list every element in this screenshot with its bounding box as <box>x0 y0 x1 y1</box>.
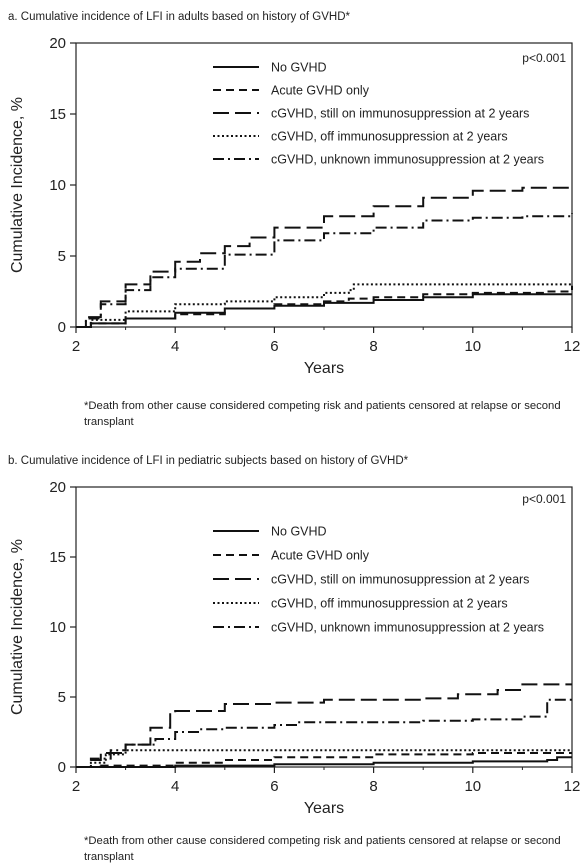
chart-b-y-tick-label: 0 <box>58 759 66 776</box>
chart-b: 2 4 6 8 10 12 0 5 10 15 20 Years Cumulative Incidenc… <box>9 479 581 817</box>
chart-b-legend-label: cGVHD, off immunosuppression at 2 years <box>271 597 508 611</box>
chart-a-legend-label: cGVHD, off immunosuppression at 2 years <box>271 130 508 144</box>
chart-b-y-axis-label: Cumulative Incidence, % <box>9 539 26 715</box>
chart-b-legend-label: cGVHD, unknown immunosuppression at 2 ye… <box>271 621 544 635</box>
chart-b-x-tick-label: 2 <box>72 778 80 795</box>
chart-b-series-line-2 <box>76 752 572 768</box>
chart-a-legend-label: cGVHD, unknown immunosuppression at 2 ye… <box>271 153 544 167</box>
chart-b-y-tick-label: 20 <box>49 479 66 496</box>
chart-a-y-tick-label: 15 <box>49 106 66 123</box>
chart-b-x-tick-label: 4 <box>171 778 179 795</box>
chart-b-x-tick-label: 10 <box>464 778 481 795</box>
chart-b-x-tick-label: 6 <box>270 778 278 795</box>
chart-b-footnote: *Death from other cause considered compe… <box>84 835 561 863</box>
chart-a-y-tick-label: 10 <box>49 177 66 194</box>
chart-a-legend-label: Acute GVHD only <box>271 84 370 98</box>
chart-b-series-line-5 <box>76 698 572 768</box>
chart-b-series-line-3 <box>76 683 572 768</box>
chart-b-x-tick-label: 12 <box>564 778 581 795</box>
chart-a-y-tick-label: 0 <box>58 319 66 336</box>
chart-b-x-axis-label: Years <box>304 800 344 817</box>
chart-a-x-tick-label: 10 <box>464 338 481 355</box>
chart-a-series-line-4 <box>76 283 572 328</box>
chart-a-x-tick-label: 2 <box>72 338 80 355</box>
chart-a-series-line-5 <box>76 213 573 328</box>
chart-a-p-value: p<0.001 <box>522 51 566 65</box>
chart-a: 2 4 6 8 10 12 0 5 10 15 20 Years Cumulative Incidenc… <box>9 35 581 377</box>
chart-a-legend-label: No GVHD <box>271 61 327 75</box>
chart-b-x-tick-label: 8 <box>369 778 377 795</box>
chart-b-legend-label: Acute GVHD only <box>271 549 370 563</box>
chart-b-y-tick-label: 10 <box>49 619 66 636</box>
chart-a-x-axis-label: Years <box>304 360 344 377</box>
chart-b-legend-label: No GVHD <box>271 525 327 539</box>
chart-b-title: b. Cumulative incidence of LFI in pediat… <box>8 455 409 467</box>
chart-a-x-tick-label: 8 <box>369 338 377 355</box>
chart-a-title: a. Cumulative incidence of LFI in adults… <box>8 11 350 23</box>
chart-a-y-axis-label: Cumulative Incidence, % <box>9 97 26 273</box>
chart-b-series-line-4 <box>76 749 572 768</box>
chart-b-legend-label: cGVHD, still on immunosuppression at 2 y… <box>271 573 529 587</box>
chart-b-p-value: p<0.001 <box>522 492 566 506</box>
chart-a-y-tick-label: 5 <box>58 248 66 265</box>
chart-a-x-tick-label: 6 <box>270 338 278 355</box>
chart-a-series-line-2 <box>76 285 573 328</box>
chart-a-legend-label: cGVHD, still on immunosuppression at 2 y… <box>271 107 529 121</box>
chart-b-y-tick-label: 5 <box>58 689 66 706</box>
chart-a-series-line-3 <box>76 185 573 328</box>
chart-a-x-tick-label: 4 <box>171 338 179 355</box>
chart-a-y-tick-label: 20 <box>49 35 66 52</box>
chart-b-series-line-1 <box>76 756 572 768</box>
chart-a-x-tick-label: 12 <box>564 338 581 355</box>
chart-a-footnote: *Death from other cause considered compe… <box>84 400 561 428</box>
chart-b-y-tick-label: 15 <box>49 549 66 566</box>
